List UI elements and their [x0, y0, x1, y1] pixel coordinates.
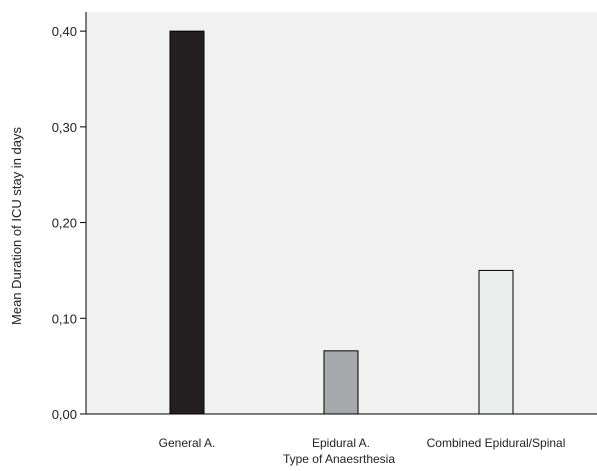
y-axis-title: Mean Duration of ICU stay in days	[9, 127, 24, 325]
x-axis-title: Type of Anaesrthesia	[283, 452, 395, 466]
y-tick-label: 0,20	[52, 216, 77, 231]
y-tick-label: 0,00	[52, 407, 77, 422]
bar-1	[169, 30, 205, 415]
y-ticks-group: 0,00 0,10 0,20 0,30 0,40	[52, 24, 86, 422]
x-tick-label: General A.	[159, 436, 216, 450]
bar-2	[323, 350, 359, 415]
y-tick-label: 0,40	[52, 24, 77, 39]
bar-3	[478, 269, 514, 415]
x-labels-group: General A. Epidural A. Combined Epidural/S…	[159, 436, 566, 450]
y-tick-label: 0,30	[52, 120, 77, 135]
bars-group	[169, 30, 514, 415]
y-tick-label: 0,10	[52, 311, 77, 326]
x-tick-label: Epidural A.	[312, 436, 370, 450]
x-tick-label: Combined Epidural/Spinal	[427, 436, 566, 450]
